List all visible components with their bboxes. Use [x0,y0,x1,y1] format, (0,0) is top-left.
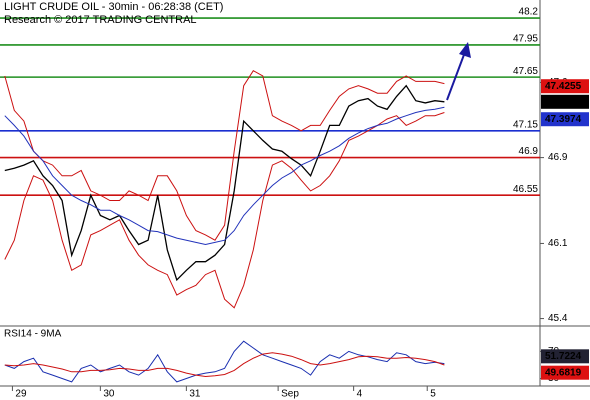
plot-layer: 45.446.146.947.648.247.9547.6547.1546.94… [0,7,589,400]
chart-title: LIGHT CRUDE OIL - 30min - 06:28:38 (CET) [4,1,223,13]
chart-subtitle: Research © 2017 TRADING CENTRAL [4,14,197,26]
value-marker [541,79,589,94]
value-marker [541,349,589,364]
level-label: 47.15 [513,119,538,130]
value-marker-label: 51.7224 [545,351,582,362]
level-label: 47.65 [513,66,538,77]
x-tick-label: 5 [430,389,436,400]
level-label: 48.2 [519,7,539,18]
value-marker-label: 47.3974 [545,114,582,125]
level-label: 46.9 [519,146,539,157]
x-tick-label: 30 [103,389,115,400]
y-tick-label: 45.4 [548,313,568,324]
series-line [4,70,445,241]
series-line [4,112,445,309]
rsi-title: RSI14 - 9MA [4,329,62,340]
value-marker [541,365,589,380]
value-marker [541,112,589,127]
value-marker-label: 47.42 [545,96,570,107]
x-tick-label: 4 [357,389,363,400]
value-marker [541,94,589,109]
x-tick-label: 31 [189,389,201,400]
forecast-arrow-head [459,42,471,58]
x-tick-label: 29 [15,389,27,400]
series-line [4,340,445,383]
forecast-arrow [446,51,466,101]
series-line [4,352,445,378]
series-line [4,106,445,246]
y-tick-label: 46.9 [548,152,568,163]
level-label: 47.95 [513,34,538,45]
level-label: 46.55 [513,184,538,195]
y-tick-label: 46.1 [548,238,568,249]
x-tick-label: Sep [281,389,299,400]
series-line [4,84,445,282]
value-marker-label: 49.6819 [545,367,582,378]
value-marker-label: 47.4255 [545,81,582,92]
